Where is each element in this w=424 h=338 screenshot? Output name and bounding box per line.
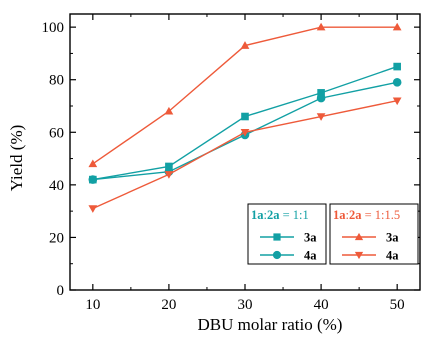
series-3-triangle-down xyxy=(88,97,402,213)
data-point xyxy=(240,129,250,137)
legend-marker xyxy=(354,232,364,241)
legend-entry-label: 3a xyxy=(304,231,317,245)
data-point xyxy=(316,22,326,31)
legend-group-0: 1a:2a = 1:1 3a 4a xyxy=(247,203,327,265)
data-point xyxy=(88,159,98,168)
x-tick-label: 20 xyxy=(161,297,176,313)
data-point xyxy=(241,112,249,121)
y-tick-label: 100 xyxy=(42,20,65,36)
data-point xyxy=(164,171,174,179)
legend-title: 1a:2a = 1:1.5 xyxy=(333,208,400,222)
legend-entry-label: 3a xyxy=(386,231,399,245)
data-point xyxy=(240,41,250,49)
series-line xyxy=(92,65,398,181)
data-point xyxy=(316,93,326,103)
series-0-square xyxy=(89,62,401,184)
legend-title-part: 2a xyxy=(349,208,362,222)
legend-title: 1a:2a = 1:1 xyxy=(251,208,309,222)
legend-title-part: 1a xyxy=(251,208,264,222)
data-point xyxy=(392,22,402,31)
legend-entry-label: 4a xyxy=(386,249,399,263)
data-point xyxy=(165,162,173,171)
x-axis-label: DBU molar ratio (%) xyxy=(198,315,343,334)
x-tick-label: 30 xyxy=(238,297,253,313)
legend-box xyxy=(329,203,419,265)
data-point xyxy=(392,97,402,106)
data-point xyxy=(316,113,326,121)
axis-ticks: 10 20 30 40 50 0 20 40 60 80 100 xyxy=(42,14,420,313)
y-tick-label: 40 xyxy=(49,178,64,194)
legend-entry-label: 4a xyxy=(304,249,317,263)
x-tick-label: 50 xyxy=(390,297,405,313)
legend-title-part: : xyxy=(346,208,349,222)
legend-title-part: = 1:1.5 xyxy=(361,208,400,222)
legend-group-1: 1a:2a = 1:1.5 3a 4a xyxy=(329,203,419,265)
y-tick-label: 60 xyxy=(49,125,64,141)
series-layer xyxy=(88,22,402,213)
legend-box xyxy=(247,203,327,265)
data-point xyxy=(88,175,98,184)
legend-title-part: : xyxy=(264,208,267,222)
y-tick-label: 0 xyxy=(57,283,65,299)
y-tick-label: 20 xyxy=(49,230,64,246)
data-point xyxy=(393,62,401,71)
data-point xyxy=(164,106,174,115)
series-2-triangle-up xyxy=(88,22,402,168)
legend-marker xyxy=(272,250,282,260)
x-tick-label: 40 xyxy=(314,297,329,313)
y-axis-label: Yield (%) xyxy=(7,125,26,192)
data-point xyxy=(392,78,402,87)
legend-marker xyxy=(354,251,364,260)
legend-marker xyxy=(273,233,281,241)
y-tick-label: 80 xyxy=(49,73,64,89)
data-point xyxy=(317,89,325,97)
data-point xyxy=(88,205,98,213)
legend-title-part: = 1:1 xyxy=(279,208,308,222)
legend-title-part: 2a xyxy=(267,208,280,222)
legend-title-part: 1a xyxy=(333,208,346,222)
x-tick-label: 10 xyxy=(85,297,100,313)
